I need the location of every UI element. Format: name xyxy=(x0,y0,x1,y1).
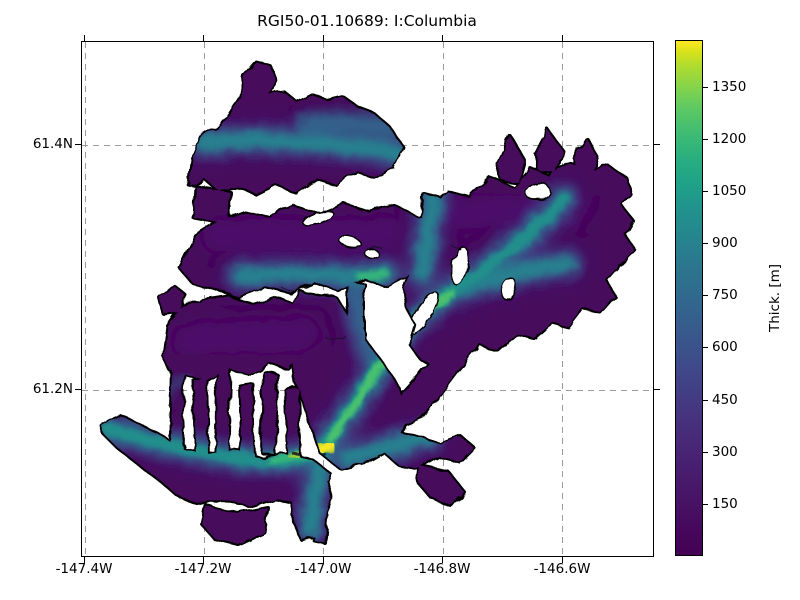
colorbar-tick xyxy=(703,243,708,244)
map-plot-area xyxy=(81,41,654,557)
gridline-vertical xyxy=(85,42,86,556)
colorbar-tick xyxy=(703,139,708,140)
colorbar-tick xyxy=(703,87,708,88)
x-axis-top-tick xyxy=(562,35,563,41)
x-tick-label: -146.6W xyxy=(533,561,591,577)
y-tick-label: 61.2N xyxy=(32,381,73,397)
x-tick-label: -146.8W xyxy=(413,561,471,577)
gridline-vertical xyxy=(443,42,444,556)
y-axis-right-tick xyxy=(654,389,660,390)
gridline-vertical xyxy=(323,42,324,556)
colorbar-tick-label: 1350 xyxy=(712,79,747,95)
gridline-horizontal xyxy=(82,390,653,391)
colorbar-tick-label: 600 xyxy=(712,339,738,355)
colorbar-tick xyxy=(703,504,708,505)
x-tick-label: -147.0W xyxy=(294,561,352,577)
gridline-vertical xyxy=(562,42,563,556)
colorbar-tick-label: 300 xyxy=(712,444,738,460)
colorbar-tick xyxy=(703,347,708,348)
colorbar-tick-label: 1050 xyxy=(712,183,747,199)
colorbar-tick-label: 150 xyxy=(712,496,738,512)
x-axis-tick xyxy=(442,557,443,563)
colorbar-tick-label: 900 xyxy=(712,235,738,251)
colorbar-tick-label: 1200 xyxy=(712,131,747,147)
x-axis-top-tick xyxy=(84,35,85,41)
x-axis-tick xyxy=(203,557,204,563)
x-tick-label: -147.2W xyxy=(174,561,232,577)
gridline-vertical xyxy=(204,42,205,556)
y-axis-tick xyxy=(75,389,81,390)
x-axis-tick xyxy=(84,557,85,563)
figure-title: RGI50-01.10689: I:Columbia xyxy=(257,12,477,30)
x-tick-label: -147.4W xyxy=(55,561,113,577)
gridline-horizontal xyxy=(82,145,653,146)
colorbar xyxy=(675,40,703,556)
y-axis-tick xyxy=(75,144,81,145)
x-axis-top-tick xyxy=(203,35,204,41)
colorbar-tick xyxy=(703,400,708,401)
x-axis-top-tick xyxy=(323,35,324,41)
colorbar-tick xyxy=(703,452,708,453)
colorbar-tick xyxy=(703,295,708,296)
x-axis-tick xyxy=(323,557,324,563)
colorbar-tick-label: 750 xyxy=(712,287,738,303)
colorbar-tick-label: 450 xyxy=(712,392,738,408)
colorbar-tick xyxy=(703,191,708,192)
x-axis-tick xyxy=(562,557,563,563)
colorbar-axis-label: Thick. [m] xyxy=(767,263,783,333)
x-axis-top-tick xyxy=(442,35,443,41)
y-tick-label: 61.4N xyxy=(32,136,73,152)
y-axis-right-tick xyxy=(654,144,660,145)
